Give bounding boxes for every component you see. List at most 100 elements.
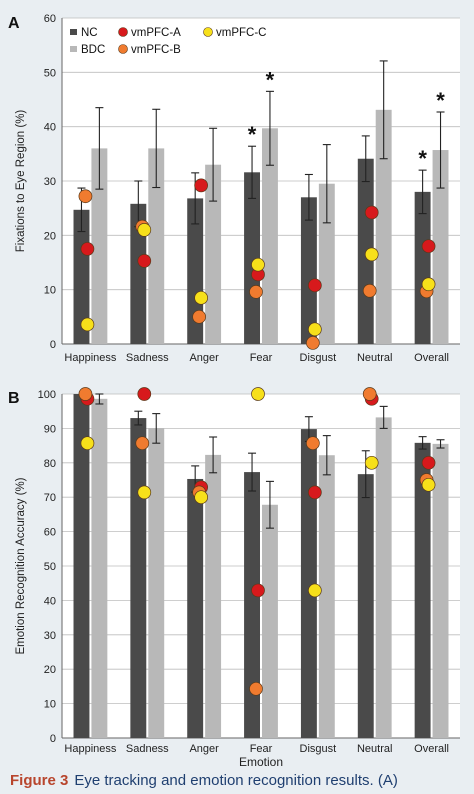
point-vmpfc-a-sadness <box>137 387 152 401</box>
point-vmpfc-a-disgust <box>308 485 322 500</box>
point-vmpfc-c-neutral <box>364 247 379 262</box>
y-tick-label: 60 <box>44 13 56 25</box>
point-vmpfc-c-sadness <box>137 223 152 237</box>
bar-bdc-disgust <box>318 183 335 344</box>
figure-charts: 0 10 20 30 40 50 60 A Fixations to Eye Region (%… <box>8 13 460 769</box>
significance-star: * <box>418 146 427 171</box>
legend-swatch-bdc <box>70 46 77 52</box>
bar-nc-disgust <box>300 197 317 344</box>
bar-nc-anger <box>187 198 204 344</box>
caption-text: Eye tracking and emotion recognition res… <box>74 772 398 789</box>
legend-swatch-vmpfc-a <box>118 27 128 37</box>
point-vmpfc-b-disgust <box>306 336 320 350</box>
bar-bdc-neutral <box>375 417 392 738</box>
point-vmpfc-a-disgust <box>308 278 322 293</box>
x-tick-label-happiness: Happiness <box>64 352 116 364</box>
y-tick-label: 10 <box>44 285 56 297</box>
significance-star: * <box>266 67 275 92</box>
point-vmpfc-b-happiness <box>78 189 93 204</box>
y-tick-label: 0 <box>50 339 56 351</box>
point-vmpfc-b-sadness <box>135 436 150 451</box>
point-vmpfc-b-anger <box>192 309 206 324</box>
point-vmpfc-a-fear <box>251 583 265 598</box>
x-tick-label-neutral: Neutral <box>357 743 392 755</box>
bar-bdc-fear <box>262 128 278 344</box>
point-vmpfc-c-anger <box>194 490 208 505</box>
y-tick-label: 70 <box>44 492 56 504</box>
legend-swatch-vmpfc-c <box>203 27 213 37</box>
point-vmpfc-c-happiness <box>80 436 95 451</box>
legend-swatch-vmpfc-b <box>118 44 128 54</box>
point-vmpfc-b-fear <box>249 681 263 696</box>
point-vmpfc-b-happiness <box>78 387 93 401</box>
bar-bdc-overall <box>432 443 449 738</box>
bar-nc-sadness <box>130 203 147 344</box>
x-tick-label-sadness: Sadness <box>126 352 169 364</box>
point-vmpfc-c-disgust <box>308 583 322 598</box>
x-tick-label-fear: Fear <box>250 743 273 755</box>
y-tick-label: 0 <box>50 733 56 745</box>
point-vmpfc-c-fear <box>251 387 265 401</box>
figure-caption: Figure 3 Eye tracking and emotion recogni… <box>10 772 470 789</box>
y-tick-label: 100 <box>38 389 56 401</box>
y-tick-label: 40 <box>44 122 56 134</box>
y-tick-label: 20 <box>44 664 56 676</box>
legend-label-vmpfc-a: vmPFC-A <box>131 27 181 39</box>
x-tick-label-disgust: Disgust <box>300 743 337 755</box>
bar-bdc-fear <box>262 504 278 738</box>
point-vmpfc-c-fear <box>251 257 265 272</box>
x-tick-label-disgust: Disgust <box>300 352 337 364</box>
point-vmpfc-a-sadness <box>137 254 152 268</box>
bar-nc-neutral <box>357 474 374 738</box>
x-tick-label-sadness: Sadness <box>126 743 169 755</box>
y-axis-label: Emotion Recognition Accuracy (%) <box>15 477 27 654</box>
x-tick-label-anger: Anger <box>189 352 219 364</box>
y-tick-label: 80 <box>44 458 56 470</box>
point-vmpfc-b-neutral <box>362 387 377 401</box>
bar-bdc-happiness <box>91 398 108 738</box>
panel-label: B <box>8 390 20 407</box>
x-tick-label-overall: Overall <box>414 743 449 755</box>
bar-bdc-anger <box>205 454 222 738</box>
point-vmpfc-c-sadness <box>137 485 152 500</box>
bar-nc-anger <box>187 478 204 738</box>
x-tick-label-happiness: Happiness <box>64 743 116 755</box>
panel-a: 0 10 20 30 40 50 60 A Fixations to Eye Region (%… <box>8 13 460 364</box>
y-tick-label: 30 <box>44 630 56 642</box>
bar-nc-fear <box>244 172 260 344</box>
bar-bdc-sadness <box>148 428 165 738</box>
point-vmpfc-a-overall <box>421 239 436 254</box>
bar-nc-overall <box>414 191 431 344</box>
point-vmpfc-b-disgust <box>306 436 320 451</box>
bar-bdc-happiness <box>91 148 108 344</box>
y-tick-label: 90 <box>44 423 56 435</box>
y-tick-label: 60 <box>44 527 56 539</box>
panel-b: 0 10 20 30 40 50 60 70 80 90 100 B Emotion Recogniti… <box>8 387 460 769</box>
point-vmpfc-c-neutral <box>364 455 379 470</box>
legend-label-nc: NC <box>81 27 98 39</box>
x-tick-label-fear: Fear <box>250 352 273 364</box>
legend-label-vmpfc-c: vmPFC-C <box>216 27 266 39</box>
significance-star: * <box>248 122 257 147</box>
point-vmpfc-a-neutral <box>364 205 379 220</box>
point-vmpfc-c-anger <box>194 290 208 305</box>
bar-bdc-sadness <box>148 148 165 344</box>
bar-bdc-neutral <box>375 109 392 344</box>
point-vmpfc-c-happiness <box>80 317 95 332</box>
bar-bdc-overall <box>432 150 449 344</box>
point-vmpfc-c-overall <box>421 277 436 292</box>
x-axis-label: Emotion <box>239 755 283 769</box>
x-tick-label-anger: Anger <box>189 743 219 755</box>
bar-nc-overall <box>414 442 431 738</box>
bar-nc-sadness <box>130 418 147 738</box>
point-vmpfc-a-overall <box>421 455 436 470</box>
y-tick-label: 50 <box>44 561 56 573</box>
x-tick-label-overall: Overall <box>414 352 449 364</box>
caption-label: Figure 3 <box>10 772 69 789</box>
legend-label-vmpfc-b: vmPFC-B <box>131 44 181 56</box>
y-tick-label: 40 <box>44 595 56 607</box>
point-vmpfc-b-fear <box>249 284 263 299</box>
bar-nc-happiness <box>73 394 90 738</box>
bar-bdc-anger <box>205 164 222 344</box>
y-axis-label: Fixations to Eye Region (%) <box>15 110 27 253</box>
